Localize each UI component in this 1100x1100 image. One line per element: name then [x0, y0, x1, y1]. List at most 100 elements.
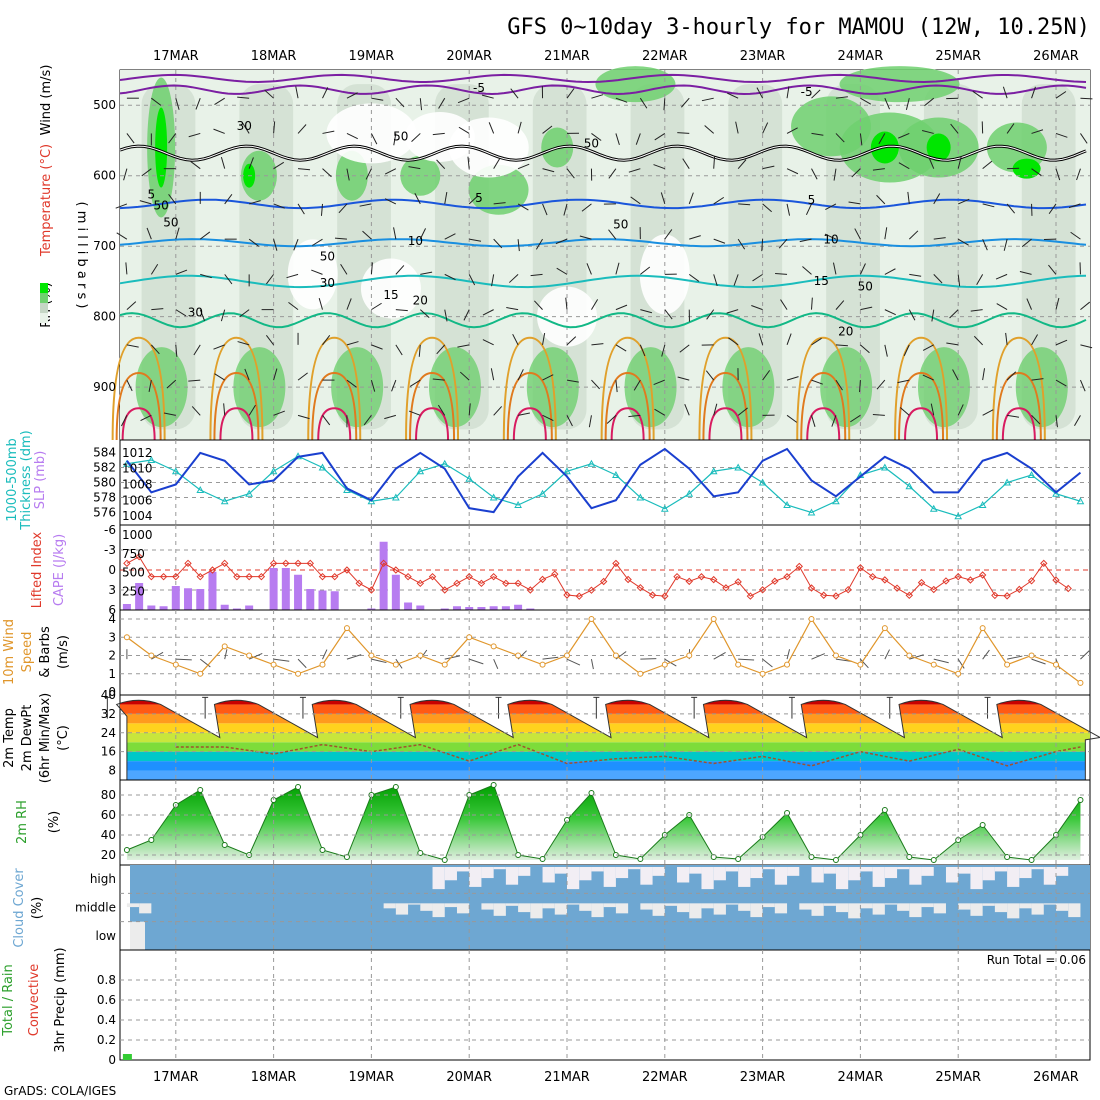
- cloud-mid-gap: [579, 903, 592, 911]
- lifted-index-point: [697, 573, 706, 581]
- upper-wind-barb: [848, 201, 861, 205]
- upper-wind-barb: [762, 122, 769, 134]
- upper-wind-barb: [811, 415, 816, 427]
- lifted-index-point: [465, 572, 473, 581]
- date-label-bottom: 23MAR: [740, 1070, 786, 1085]
- surface-wind-barb: [860, 658, 869, 669]
- temperature-panel: 8 16 24 32 40 2m Temp 2m DewPt (6hr Min/Max) (°C…: [2, 688, 1100, 783]
- upper-wind-barb: [320, 203, 323, 216]
- upper-wind-barb: [835, 344, 848, 347]
- temp-contour-15: [119, 274, 1087, 289]
- rh-dry-patch: [360, 258, 421, 319]
- upper-wind-barb: [903, 344, 910, 356]
- thickness-point: [269, 467, 278, 475]
- upper-wind-barb: [684, 404, 690, 416]
- upper-wind-barb: [408, 410, 421, 416]
- lifted-index-point: [685, 577, 693, 586]
- y-tick-label: 3: [108, 630, 116, 644]
- cape-bar: [440, 608, 449, 610]
- upper-wind-barb: [833, 168, 837, 181]
- upper-wind-barb: [851, 168, 861, 178]
- lifted-index-point: [783, 573, 791, 581]
- upper-wind-barb: [239, 309, 250, 318]
- cloud-mid-gap: [395, 903, 409, 915]
- upper-wind-barb: [653, 379, 665, 386]
- upper-wind-barb: [566, 168, 575, 179]
- upper-wind-barb: [949, 309, 959, 319]
- upper-wind-barb: [835, 96, 848, 99]
- cape-bar: [196, 589, 205, 610]
- cloud-high-gap: [493, 867, 506, 870]
- upper-wind-barb: [811, 132, 824, 136]
- cloud-high-gap: [945, 867, 959, 883]
- pressure-axis-label: ( m i l l i b a r s ): [74, 202, 89, 309]
- upper-wind-barb: [1080, 97, 1093, 100]
- date-label-top: 20MAR: [446, 49, 492, 64]
- panel-axis-label: Temperature (°C): [39, 144, 54, 257]
- rh-contour-label: 30: [320, 276, 335, 290]
- cape-bar: [367, 608, 376, 610]
- upper-wind-barb: [191, 406, 201, 416]
- wind-speed-point: [392, 661, 399, 668]
- upper-wind-barb: [482, 309, 494, 316]
- upper-wind-barb: [490, 368, 495, 381]
- cloud-high-gap: [725, 867, 739, 872]
- thickness-point: [245, 489, 253, 497]
- cloud-high-gap: [518, 867, 531, 876]
- upper-wind-barb: [190, 161, 201, 170]
- cloud-mid-gap: [823, 903, 836, 906]
- upper-wind-barb: [175, 269, 188, 275]
- temp-contour-label: -5: [801, 85, 813, 99]
- cape-bar: [294, 574, 303, 610]
- rh-point: [295, 784, 302, 790]
- upper-wind-barb: [175, 227, 180, 240]
- upper-wind-barb: [921, 130, 934, 134]
- upper-wind-barb: [758, 333, 764, 346]
- cloud-mid-gap: [701, 903, 714, 909]
- upper-wind-barb: [588, 415, 592, 428]
- upper-wind-barb: [615, 133, 620, 146]
- y-tick-label: 576: [93, 506, 116, 520]
- cloud-high-gap: [640, 867, 653, 885]
- surface-wind-barb: [1031, 658, 1046, 665]
- temp-color-band: [120, 770, 1090, 780]
- upper-wind-barb: [371, 97, 384, 101]
- cloud-mid-gap: [652, 903, 665, 916]
- thickness-point: [1052, 489, 1060, 497]
- y-tick-label: 40: [101, 828, 116, 842]
- y-tick-label: 584: [93, 446, 116, 460]
- rh-dry-patch: [287, 239, 338, 310]
- wind-speed-point: [588, 616, 595, 622]
- upper-wind-barb: [1070, 231, 1081, 240]
- cape-tick-label: 1000: [122, 528, 153, 542]
- cloud-mid-gap: [958, 903, 971, 910]
- wind-speed-point: [612, 652, 619, 659]
- rh-point: [930, 857, 937, 863]
- thickness-point: [318, 463, 327, 471]
- cape-bar: [232, 608, 241, 610]
- wind-speed-point: [417, 652, 424, 659]
- upper-wind-barb: [679, 344, 690, 353]
- warm-contour-arch: [311, 372, 358, 441]
- upper-wind-barb: [334, 237, 347, 240]
- y-tick-label: 0.8: [97, 973, 116, 987]
- y-tick-label: 0: [108, 1053, 116, 1067]
- upper-wind-barb: [237, 341, 250, 346]
- upper-wind-barb: [188, 132, 201, 138]
- upper-wind-barb: [468, 274, 476, 286]
- surface-wind-barb: [493, 658, 499, 670]
- cloud-mid-gap: [933, 903, 946, 914]
- upper-wind-barb: [322, 87, 329, 99]
- lifted-index-point: [184, 559, 192, 568]
- upper-wind-barb: [831, 415, 837, 427]
- upper-air-panel: -5 -55 5 510 101515202030505050305050305050 …: [39, 65, 1093, 441]
- y-tick-label: -3: [104, 543, 116, 557]
- cloud-high-gap: [432, 867, 445, 890]
- upper-wind-barb: [832, 262, 837, 275]
- upper-wind-barb: [931, 309, 935, 322]
- cape-lifted-index-panel: -6 -3 0 3 6 1000 750 500 250 Lifted Index CAPE (J/…: [30, 523, 1091, 617]
- upper-wind-barb: [432, 132, 445, 136]
- upper-wind-barb: [322, 168, 332, 178]
- thickness-point: [1027, 470, 1036, 478]
